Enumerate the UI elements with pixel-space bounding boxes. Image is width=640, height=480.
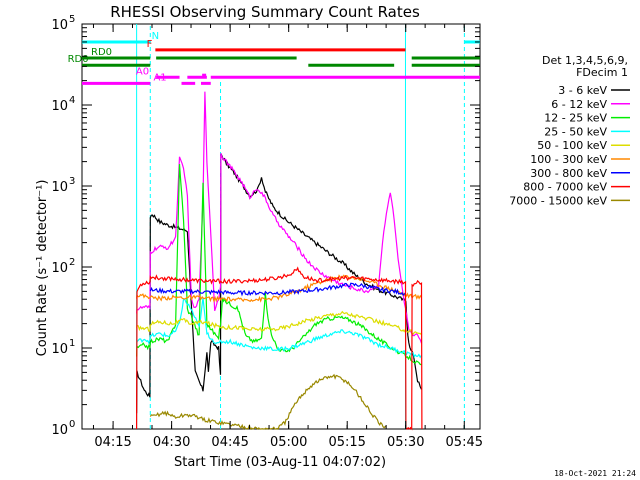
series-line bbox=[136, 266, 423, 431]
x-tick-label: 04:15 bbox=[94, 435, 131, 450]
x-axis-label: Start Time (03-Aug-11 04:07:02) bbox=[174, 455, 386, 470]
legend-entry-label: 50 - 100 keV bbox=[537, 139, 607, 152]
series-line bbox=[136, 310, 422, 336]
x-tick-label: 05:00 bbox=[270, 435, 307, 450]
legend-entry-label: 12 - 25 keV bbox=[544, 112, 607, 125]
series-line bbox=[136, 164, 422, 366]
x-axis-ticks: 04:15 04:30 04:45 05:00 05:15 05:30 05:45 bbox=[92, 24, 483, 450]
y-tick-exponent: 3 bbox=[69, 176, 75, 187]
legend-header: Det 1,3,4,5,6,9, bbox=[542, 54, 628, 67]
series-line bbox=[136, 153, 423, 414]
series-line bbox=[136, 91, 423, 344]
legend-entry-label: 7000 - 15000 keV bbox=[509, 194, 607, 207]
series-line bbox=[149, 373, 387, 430]
series-line bbox=[149, 282, 406, 297]
legend-entry-label: 6 - 12 keV bbox=[551, 98, 607, 111]
flag-label: RD0 bbox=[91, 47, 112, 58]
y-tick-label: 10 bbox=[51, 423, 68, 438]
series-line bbox=[136, 274, 422, 303]
flag-label: A0 bbox=[136, 66, 149, 77]
x-tick-label: 04:45 bbox=[211, 435, 248, 450]
flag-label: F bbox=[147, 39, 153, 50]
y-tick-label: 10 bbox=[51, 342, 68, 357]
y-axis-label: Count Rate (s⁻¹ detector⁻¹) bbox=[35, 180, 50, 357]
y-tick-label: 10 bbox=[51, 18, 68, 33]
flag-label: N bbox=[152, 31, 159, 42]
x-tick-label: 05:15 bbox=[328, 435, 365, 450]
legend-header: FDecim 1 bbox=[576, 66, 628, 79]
timestamp: 18-Oct-2021 21:24 bbox=[554, 469, 636, 478]
flag-label: A1 bbox=[153, 72, 166, 83]
x-tick-label: 05:30 bbox=[387, 435, 424, 450]
x-tick-label: 04:30 bbox=[153, 435, 190, 450]
legend-entry-label: 25 - 50 keV bbox=[544, 125, 607, 138]
chart-title: RHESSI Observing Summary Count Rates bbox=[110, 3, 420, 21]
series-line bbox=[136, 297, 423, 359]
data-series bbox=[136, 91, 423, 431]
y-tick-label: 10 bbox=[51, 261, 68, 276]
legend-entry-label: 300 - 800 keV bbox=[530, 167, 607, 180]
legend-entry-label: 3 - 6 keV bbox=[558, 84, 607, 97]
x-tick-label: 05:45 bbox=[446, 435, 483, 450]
flag-dot bbox=[202, 73, 207, 78]
legend-entry-label: 100 - 300 keV bbox=[530, 153, 607, 166]
flag-label: RD0 bbox=[68, 54, 89, 65]
y-tick-exponent: 4 bbox=[69, 95, 75, 106]
y-tick-exponent: 5 bbox=[69, 14, 75, 25]
legend-entry-label: 800 - 7000 keV bbox=[523, 181, 607, 194]
y-tick-label: 10 bbox=[51, 180, 68, 195]
y-tick-label: 10 bbox=[51, 99, 68, 114]
y-tick-exponent: 0 bbox=[69, 419, 75, 430]
plot-frame bbox=[81, 23, 481, 430]
y-tick-exponent: 2 bbox=[69, 257, 75, 268]
y-tick-exponent: 1 bbox=[69, 338, 75, 349]
